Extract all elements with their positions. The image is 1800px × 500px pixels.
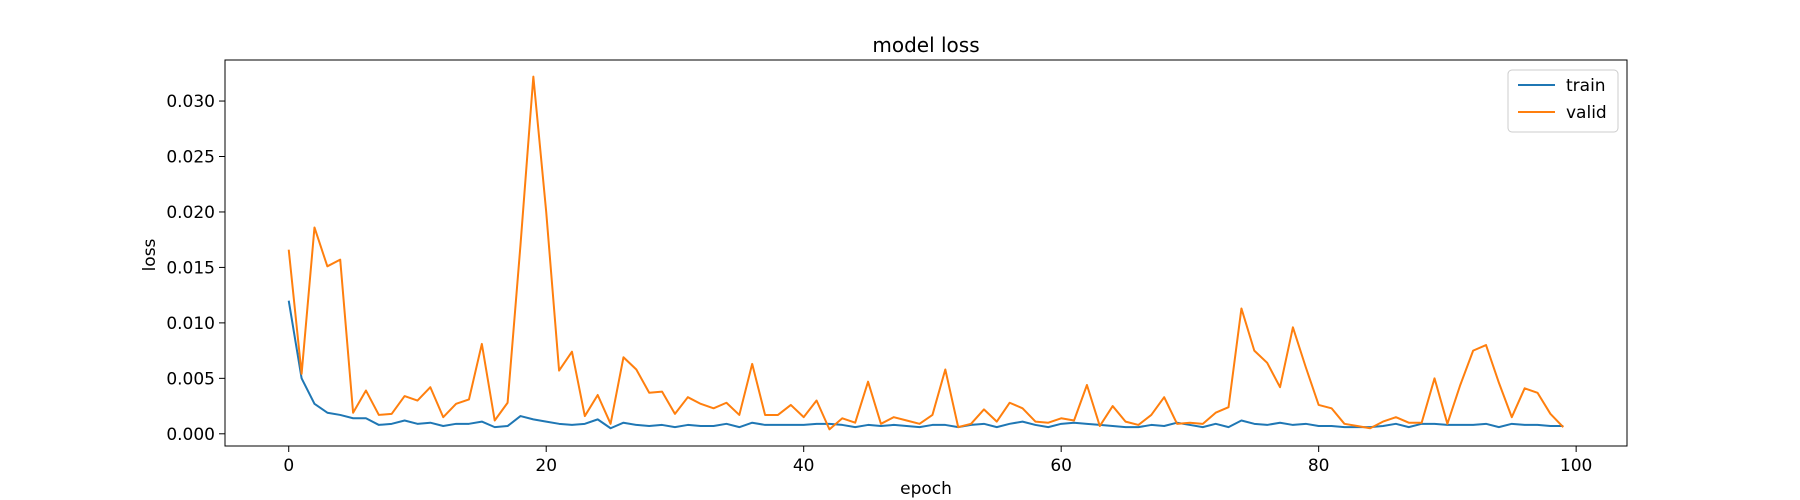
y-axis-label: loss bbox=[140, 238, 160, 271]
x-tick-label: 60 bbox=[1050, 456, 1072, 476]
x-axis-label: epoch bbox=[900, 479, 952, 499]
y-tick-label: 0.000 bbox=[166, 425, 215, 445]
x-tick-label: 80 bbox=[1308, 456, 1330, 476]
y-tick-label: 0.010 bbox=[166, 314, 215, 334]
x-tick-label: 40 bbox=[793, 456, 815, 476]
y-tick-label: 0.015 bbox=[166, 258, 215, 278]
legend-valid-label: valid bbox=[1566, 103, 1607, 123]
x-tick-label: 100 bbox=[1560, 456, 1592, 476]
y-axis-ticks: 0.000 0.005 0.010 0.015 0.020 0.025 0.030 bbox=[166, 92, 225, 445]
series-line-valid bbox=[287, 75, 1564, 431]
legend: train valid bbox=[1507, 69, 1619, 133]
legend-train-label: train bbox=[1566, 76, 1606, 96]
y-tick-label: 0.030 bbox=[166, 92, 215, 112]
plot-frame bbox=[224, 59, 1628, 447]
series-line-train bbox=[287, 300, 1564, 430]
y-tick-label: 0.020 bbox=[166, 203, 215, 223]
y-tick-label: 0.025 bbox=[166, 148, 215, 168]
x-axis-ticks: 0 20 40 60 80 100 bbox=[283, 446, 1592, 476]
plot-area bbox=[287, 75, 1564, 431]
x-tick-label: 0 bbox=[283, 456, 294, 476]
chart-title: model loss bbox=[872, 33, 979, 57]
x-tick-label: 20 bbox=[535, 456, 557, 476]
y-tick-label: 0.005 bbox=[166, 369, 215, 389]
